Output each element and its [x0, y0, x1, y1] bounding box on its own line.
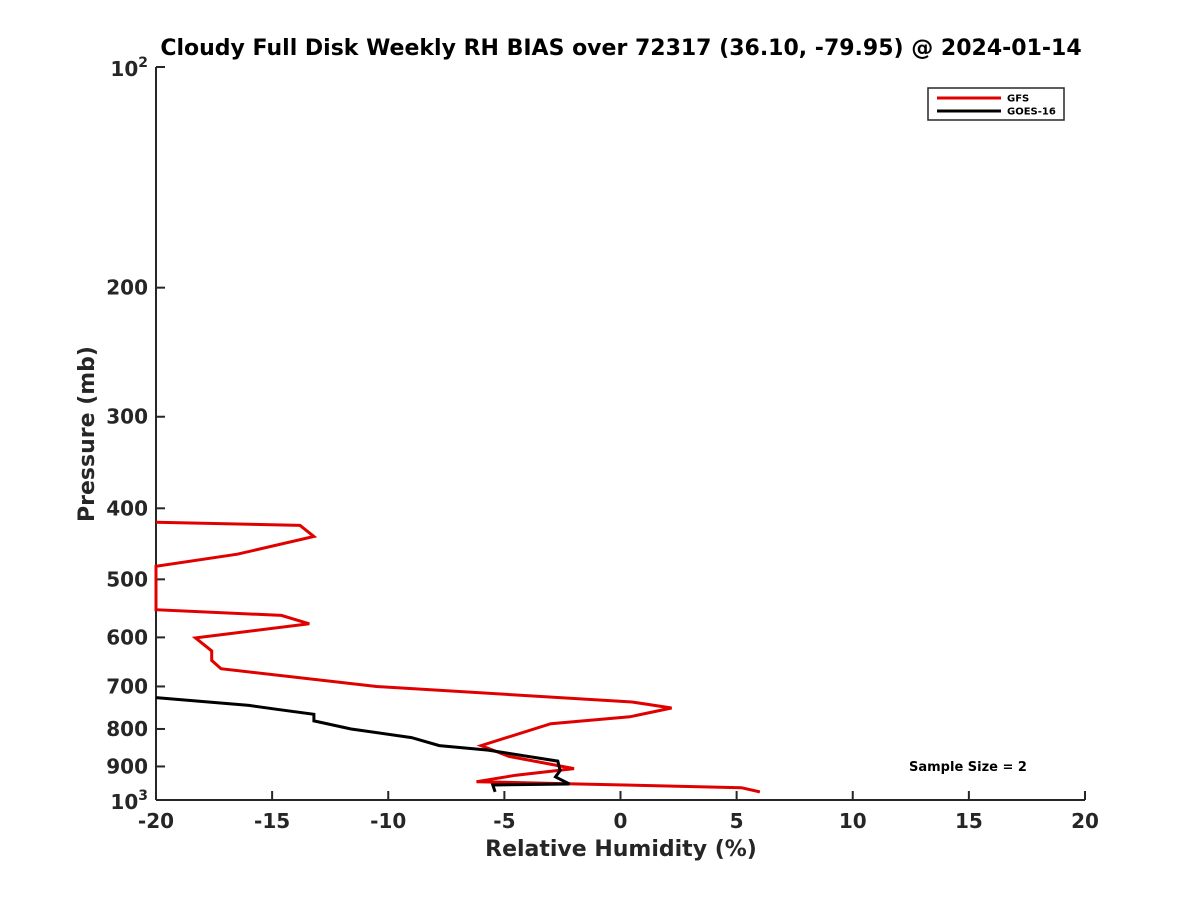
y-tick-label: 900	[106, 754, 148, 778]
y-tick-label: 700	[106, 674, 148, 698]
series-line-gfs	[154, 520, 761, 794]
y-tick-label: 200	[106, 276, 148, 300]
y-axis-label: Pressure (mb)	[75, 346, 100, 522]
y-tick-label: 300	[106, 405, 148, 429]
sample-size-annotation: Sample Size = 2	[909, 760, 1027, 775]
x-tick-label: 0	[614, 809, 628, 833]
x-tick-label: 10	[839, 809, 867, 833]
y-tick-label: 400	[106, 496, 148, 520]
axes-layer: -20 -15 -10 -5 0 5 10 15 20 200 300 400 500 600 700 800…	[106, 55, 1099, 833]
x-axis-label: Relative Humidity (%)	[485, 837, 757, 862]
legend: GFS GOES-16	[927, 87, 1065, 121]
y-tick-label: 600	[106, 625, 148, 649]
y-tick-label-bottom: 103	[110, 788, 148, 814]
x-tick-label: -20	[138, 809, 174, 833]
x-tick-label: 15	[955, 809, 983, 833]
series-line-goes-16	[155, 696, 571, 793]
chart-title: Cloudy Full Disk Weekly RH BIAS over 723…	[160, 36, 1081, 61]
series-layer	[154, 520, 761, 794]
legend-label-goes-16: GOES-16	[1007, 107, 1056, 118]
x-tick-label: -15	[254, 809, 290, 833]
y-tick-label: 500	[106, 567, 148, 591]
x-tick-label: -10	[370, 809, 406, 833]
x-tick-label: 20	[1071, 809, 1099, 833]
legend-box	[927, 87, 1065, 121]
x-tick-label: 5	[730, 809, 744, 833]
legend-label-gfs: GFS	[1007, 94, 1029, 105]
x-tick-label: -5	[493, 809, 515, 833]
y-tick-label-top: 102	[110, 55, 148, 81]
y-tick-label: 800	[106, 717, 148, 741]
